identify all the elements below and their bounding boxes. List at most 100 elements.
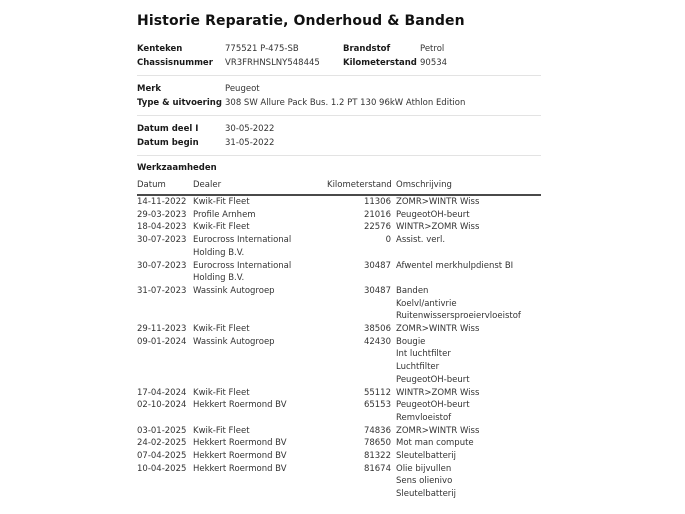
cell-dealer: Profile Arnhem bbox=[193, 209, 256, 220]
page-title: Historie Reparatie, Onderhoud & Banden bbox=[137, 13, 465, 29]
kenteken-value: 775521 P-475-SB bbox=[225, 44, 299, 54]
cell-kilometerstand: 81674 bbox=[363, 463, 391, 474]
omschrijving-line: Mot man compute bbox=[396, 438, 474, 449]
section-divider bbox=[137, 75, 541, 76]
datum-deel-1-label: Datum deel I bbox=[137, 124, 199, 134]
cell-dealer: Wassink Autogroep bbox=[193, 336, 275, 347]
chassisnummer-label: Chassisnummer bbox=[137, 58, 213, 68]
cell-dealer: Hekkert Roermond BV bbox=[193, 400, 287, 411]
cell-dealer: Kwik-Fit Fleet bbox=[193, 425, 250, 436]
cell-omschrijving: ZOMR>WINTR Wiss bbox=[391, 196, 541, 209]
cell-kilometerstand: 81322 bbox=[363, 451, 391, 462]
kilometerstand-value: 90534 bbox=[420, 58, 448, 68]
column-header-datum: Datum bbox=[137, 180, 166, 190]
table-body: 14-11-2022 Kwik-Fit Fleet 11306 ZOMR>WINTR … bbox=[137, 196, 541, 501]
omschrijving-line: PeugeotOH-beurt bbox=[396, 209, 470, 220]
cell-dealer: Eurocross International Holding B.V. bbox=[193, 235, 292, 258]
cell-dealer: Hekkert Roermond BV bbox=[193, 451, 287, 462]
datum-begin-label: Datum begin bbox=[137, 138, 199, 148]
section-divider bbox=[137, 115, 541, 116]
cell-datum: 07-04-2025 bbox=[137, 451, 187, 462]
cell-dealer: Kwik-Fit Fleet bbox=[193, 197, 250, 207]
omschrijving-line: Sleutelbatterij bbox=[396, 489, 457, 500]
table-row: 14-11-2022 Kwik-Fit Fleet 11306 ZOMR>WINTR … bbox=[137, 196, 541, 209]
cell-datum: 14-11-2022 bbox=[137, 197, 187, 207]
brandstof-value: Petrol bbox=[420, 44, 445, 54]
cell-omschrijving: Mot man compute bbox=[391, 437, 541, 450]
omschrijving-line: Sens olienivo bbox=[396, 476, 453, 487]
cell-datum: 17-04-2024 bbox=[137, 387, 187, 398]
datum-begin-value: 31-05-2022 bbox=[225, 138, 275, 148]
omschrijving-line: WINTR>ZOMR Wiss bbox=[396, 387, 480, 398]
vehicle-id-section: Kenteken 775521 P-475-SB Brandstof Petro… bbox=[137, 42, 541, 70]
column-header-dealer: Dealer bbox=[193, 180, 222, 190]
cell-omschrijving: ZOMR>WINTR Wiss bbox=[391, 425, 541, 438]
cell-dealer: Kwik-Fit Fleet bbox=[193, 324, 250, 335]
omschrijving-line: Afwentel merkhulpdienst BI bbox=[396, 260, 514, 271]
cell-dealer: Wassink Autogroep bbox=[193, 285, 275, 296]
omschrijving-line: ZOMR>WINTR Wiss bbox=[396, 425, 480, 436]
omschrijving-line: Assist. verl. bbox=[396, 235, 446, 246]
kenteken-label: Kenteken bbox=[137, 44, 183, 54]
cell-omschrijving: WINTR>ZOMR Wiss bbox=[391, 221, 541, 234]
cell-kilometerstand: 22576 bbox=[363, 222, 391, 233]
omschrijving-line: Banden bbox=[396, 285, 429, 296]
section-divider bbox=[137, 155, 541, 156]
cell-omschrijving: WINTR>ZOMR Wiss bbox=[391, 387, 541, 400]
cell-omschrijving: Sleutelbatterij bbox=[391, 450, 541, 463]
type-uitvoering-label: Type & uitvoering bbox=[137, 98, 222, 108]
cell-dealer: Eurocross International Holding B.V. bbox=[193, 260, 292, 284]
omschrijving-line: PeugeotOH-beurt bbox=[396, 400, 470, 411]
omschrijving-line: Sleutelbatterij bbox=[396, 451, 457, 462]
omschrijving-line: Remvloeistof bbox=[396, 412, 452, 423]
table-row: 17-04-2024 Kwik-Fit Fleet 55112 WINTR>ZOMR … bbox=[137, 387, 541, 400]
cell-kilometerstand: 0 bbox=[385, 235, 391, 246]
cell-omschrijving: Bougie Int luchtfilter Luchtfilter PeugeotO… bbox=[391, 336, 541, 387]
cell-datum: 09-01-2024 bbox=[137, 336, 187, 347]
cell-dealer: Kwik-Fit Fleet bbox=[193, 222, 250, 233]
cell-omschrijving: PeugeotOH-beurt Remvloeistof bbox=[391, 399, 541, 424]
cell-kilometerstand: 74836 bbox=[363, 425, 391, 436]
cell-kilometerstand: 30487 bbox=[363, 285, 391, 296]
report-document: Historie Reparatie, Onderhoud & Banden K… bbox=[137, 13, 541, 501]
cell-datum: 30-07-2023 bbox=[137, 235, 187, 246]
type-uitvoering-value: 308 SW Allure Pack Bus. 1.2 PT 130 96kW … bbox=[225, 98, 466, 108]
chassisnummer-value: VR3FRHNSLNY548445 bbox=[225, 58, 320, 68]
cell-datum: 29-03-2023 bbox=[137, 209, 187, 220]
table-row: 30-07-2023 Eurocross International Holdin… bbox=[137, 234, 541, 259]
cell-omschrijving: ZOMR>WINTR Wiss bbox=[391, 323, 541, 336]
werkzaamheden-section-title: Werkzaamheden bbox=[137, 163, 217, 173]
cell-datum: 30-07-2023 bbox=[137, 260, 187, 271]
merk-value: Peugeot bbox=[225, 84, 260, 94]
table-row: 29-03-2023 Profile Arnhem 21016 PeugeotOH-b… bbox=[137, 209, 541, 222]
table-row: 09-01-2024 Wassink Autogroep 42430 Bougie In… bbox=[137, 336, 541, 387]
cell-omschrijving: Assist. verl. bbox=[391, 234, 541, 259]
omschrijving-line: Ruitenwissersproeiervloeistof bbox=[396, 311, 521, 322]
table-row: 02-10-2024 Hekkert Roermond BV 65153 Peugeo… bbox=[137, 399, 541, 424]
cell-omschrijving: Afwentel merkhulpdienst BI bbox=[391, 260, 541, 285]
cell-datum: 02-10-2024 bbox=[137, 400, 187, 411]
omschrijving-line: Koelvl/antivrie bbox=[396, 298, 457, 309]
brandstof-label: Brandstof bbox=[343, 44, 391, 54]
vehicle-model-section: Merk Peugeot Type & uitvoering 308 SW Al… bbox=[137, 82, 541, 110]
omschrijving-line: PeugeotOH-beurt bbox=[396, 374, 470, 385]
omschrijving-line: ZOMR>WINTR Wiss bbox=[396, 197, 480, 207]
cell-datum: 29-11-2023 bbox=[137, 324, 187, 335]
table-row: 30-07-2023 Eurocross International Holdin… bbox=[137, 260, 541, 285]
kilometerstand-label: Kilometerstand bbox=[343, 58, 417, 68]
table-header-row: Datum Dealer Kilometerstand Omschrijving bbox=[137, 179, 541, 196]
cell-kilometerstand: 42430 bbox=[363, 336, 391, 347]
omschrijving-line: Bougie bbox=[396, 336, 426, 347]
column-header-kilometerstand: Kilometerstand bbox=[327, 180, 392, 190]
cell-omschrijving: Olie bijvullen Sens olienivo Sleutelbatter… bbox=[391, 463, 541, 501]
table-row: 29-11-2023 Kwik-Fit Fleet 38506 ZOMR>WINTR … bbox=[137, 323, 541, 336]
cell-kilometerstand: 30487 bbox=[363, 260, 391, 271]
table-row: 18-04-2023 Kwik-Fit Fleet 22576 WINTR>ZOMR … bbox=[137, 221, 541, 234]
cell-datum: 18-04-2023 bbox=[137, 222, 187, 233]
omschrijving-line: Int luchtfilter bbox=[396, 349, 451, 360]
cell-kilometerstand: 21016 bbox=[363, 209, 391, 220]
table-row: 07-04-2025 Hekkert Roermond BV 81322 Sleute… bbox=[137, 450, 541, 463]
table-row: 31-07-2023 Wassink Autogroep 30487 Banden Ko… bbox=[137, 285, 541, 323]
cell-kilometerstand: 55112 bbox=[363, 387, 391, 398]
table-row: 24-02-2025 Hekkert Roermond BV 78650 Mot ma… bbox=[137, 437, 541, 450]
